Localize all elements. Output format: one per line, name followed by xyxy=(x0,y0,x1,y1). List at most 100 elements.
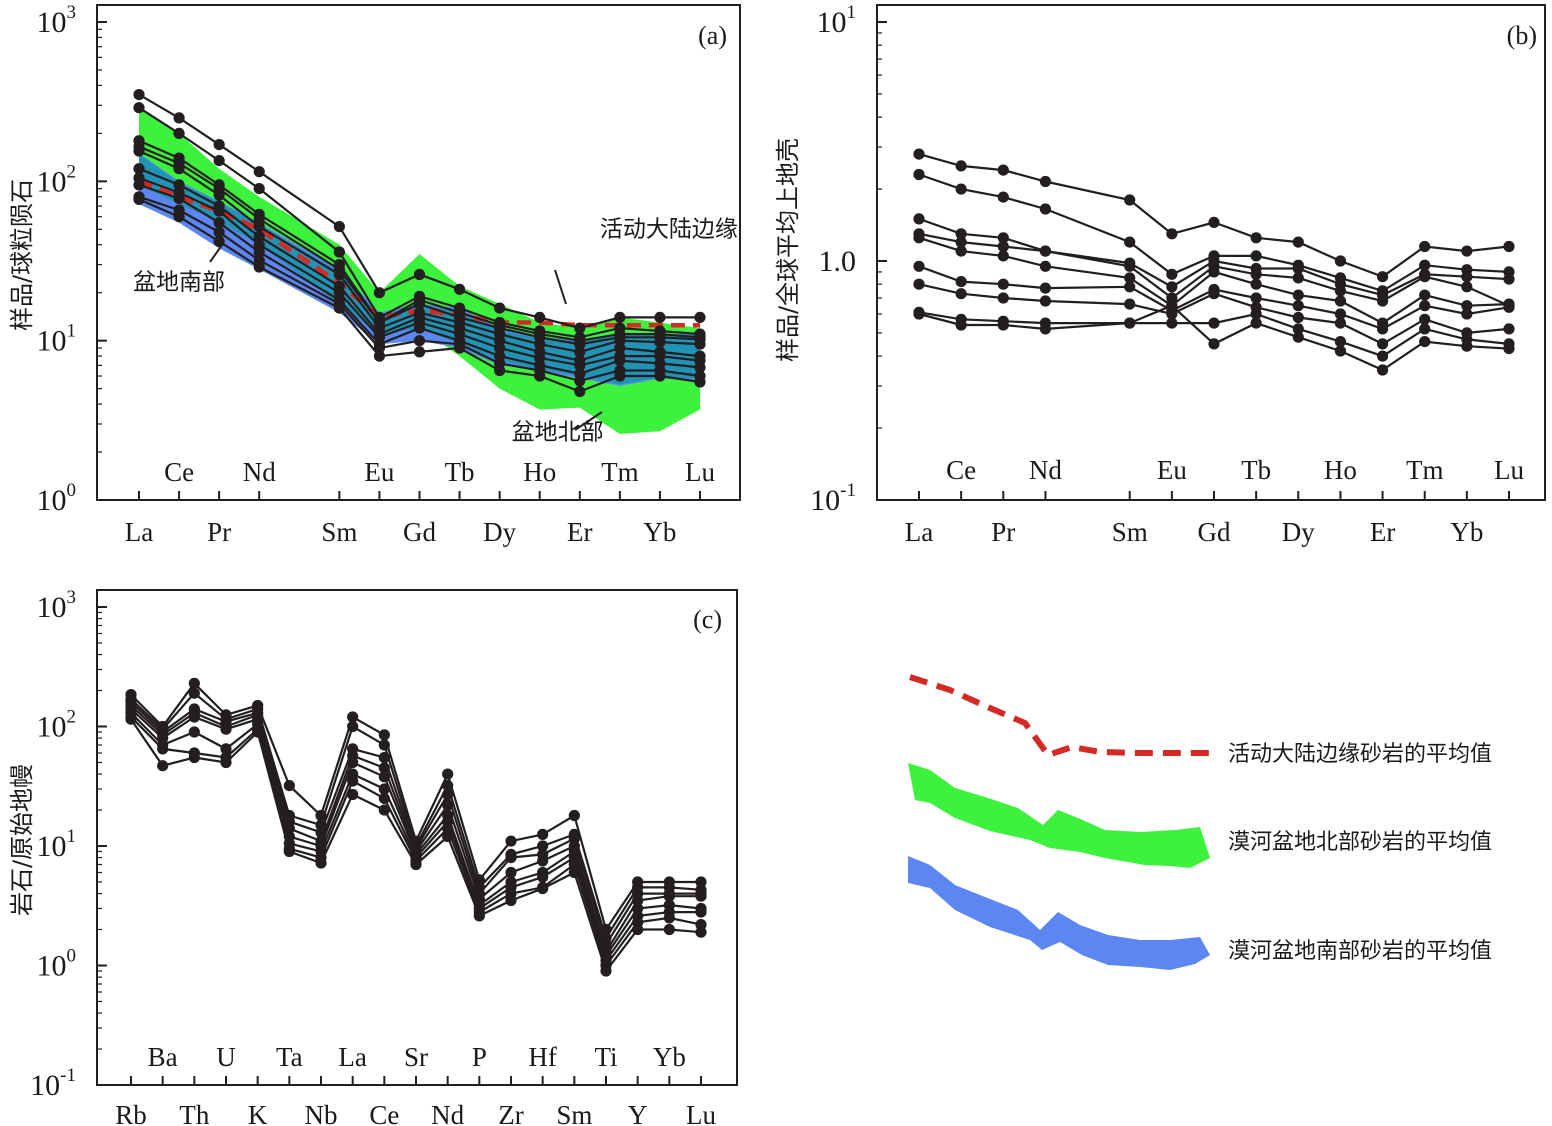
panel-a-point xyxy=(494,342,506,354)
panel-a-xtick-label: Er xyxy=(567,517,592,547)
panel-b-point xyxy=(1250,268,1262,280)
panel-c-point xyxy=(378,771,390,783)
panel-a-point xyxy=(614,311,626,323)
panel-b-point xyxy=(1334,255,1347,267)
panel-b-point xyxy=(1419,300,1431,312)
panel-a-point xyxy=(373,287,386,299)
panel-b-point xyxy=(955,288,967,300)
panel-c-xtick-label: Nd xyxy=(431,1100,464,1126)
panel-b-point xyxy=(1166,317,1178,329)
panel-a-point xyxy=(534,311,546,323)
panel-a-series-4 xyxy=(138,149,701,354)
panel-b-point xyxy=(913,260,925,272)
panel-b-point xyxy=(1334,345,1347,357)
panel-c-xtick-label: K xyxy=(248,1100,268,1126)
panel-a-xtick-label: Dy xyxy=(483,517,516,547)
panel-c-ytick-base: 10 xyxy=(37,711,67,744)
panel-a-point xyxy=(614,342,626,354)
panel-a-annotation: 盆地北部 xyxy=(512,419,604,445)
panel-b-series-7 xyxy=(918,311,1510,358)
panel-c-point xyxy=(442,822,454,835)
panel-c-point xyxy=(188,687,200,699)
panel-b-point xyxy=(1376,271,1389,283)
panel-b-xtick-label: Er xyxy=(1370,517,1395,547)
panel-c-point xyxy=(220,723,232,735)
panel-c-xtick-label: Sr xyxy=(404,1042,428,1072)
panel-a-annotation-leader xyxy=(209,244,223,263)
panel-b-series-5 xyxy=(918,265,1510,331)
panel-c-ytick-base: 10 xyxy=(30,1069,60,1102)
panel-a-point xyxy=(574,385,586,398)
panel-a-point xyxy=(333,246,345,258)
panel-a-annotation: 盆地南部 xyxy=(133,269,225,295)
panel-a-point xyxy=(614,355,626,367)
panel-b-point xyxy=(1039,260,1052,272)
panel-c-xtick-label: P xyxy=(472,1042,487,1072)
panel-b-point xyxy=(1334,317,1347,329)
panel-b-series-4 xyxy=(918,236,1510,325)
panel-c-series-4 xyxy=(130,708,702,959)
panel-a-point xyxy=(133,179,145,191)
panel-b-point xyxy=(1503,301,1515,313)
panel-a-point xyxy=(654,336,666,348)
panel-a-ytick-label: 101 xyxy=(37,321,77,358)
panel-a-point xyxy=(213,155,225,167)
panel-b-point xyxy=(1376,350,1389,362)
panel-a-xtick-label: Tb xyxy=(445,457,475,487)
panel-c-point xyxy=(378,729,390,741)
panel-c-xtick-label: Lu xyxy=(686,1100,716,1126)
panel-a-point xyxy=(534,338,546,350)
panel-a-point xyxy=(173,192,185,205)
panel-a-series-2 xyxy=(138,139,701,342)
panel-c-ytick-label: 103 xyxy=(37,587,77,624)
panel-b-point xyxy=(1461,308,1473,320)
panel-c-point xyxy=(473,910,485,922)
panel-c-point xyxy=(157,743,169,755)
panel-b-point xyxy=(1124,194,1136,206)
panel-c-point xyxy=(663,912,675,924)
panel-a-point xyxy=(574,322,586,334)
panel-c-xtick-label: Rb xyxy=(115,1100,147,1126)
panel-b-series-2 xyxy=(918,217,1510,297)
panel-c-point xyxy=(537,871,549,883)
panel-c-xtick-label: Zr xyxy=(498,1100,523,1126)
panel-c-point xyxy=(537,883,549,895)
panel-a-reference-line xyxy=(138,179,700,328)
panel-b-point xyxy=(997,191,1009,203)
panel-b-ytick-label: 1.0 xyxy=(819,245,857,278)
panel-b-xtick-label: Yb xyxy=(1450,517,1483,547)
panel-b-xtick-label: Ce xyxy=(946,455,976,485)
panel-b-point xyxy=(1039,323,1052,335)
panel-b-point xyxy=(1166,228,1178,240)
panel-b-point xyxy=(1166,292,1178,304)
panel-c-point xyxy=(188,711,200,723)
panel-c-point xyxy=(568,809,580,822)
panel-b-series-0 xyxy=(918,153,1510,278)
panel-a-point xyxy=(133,102,145,114)
panel-a-ytick-exp: 0 xyxy=(67,480,77,501)
legend-label-north: 漠河盆地北部砂岩的平均值 xyxy=(1228,830,1492,855)
panel-b-ytick-exp: 1 xyxy=(847,2,857,23)
panel-a-point xyxy=(253,231,265,243)
panel-c-point xyxy=(442,799,454,811)
panel-c-xtick-label: La xyxy=(338,1042,366,1072)
panel-a-point xyxy=(133,89,145,101)
panel-b-point xyxy=(997,292,1009,304)
panel-c-point xyxy=(632,923,644,936)
panel-a-point xyxy=(253,246,265,258)
panel-a-xtick-label: Nd xyxy=(243,457,276,487)
panel-a-frame xyxy=(96,4,741,501)
panel-a-point xyxy=(253,261,265,273)
panel-c-series-2 xyxy=(130,701,701,948)
panel-c-ytick-label: 101 xyxy=(37,826,77,863)
panel-b-ytick-label: 10-1 xyxy=(810,480,856,517)
panel-a-xtick-label: Eu xyxy=(364,457,394,487)
panel-c-frame xyxy=(96,589,738,1086)
panel-b-frame xyxy=(876,4,1546,501)
panel-c-point xyxy=(410,858,422,871)
legend-dashed-line xyxy=(909,674,1210,759)
panel-c-point xyxy=(347,788,359,801)
panel-b-point xyxy=(1124,260,1136,272)
